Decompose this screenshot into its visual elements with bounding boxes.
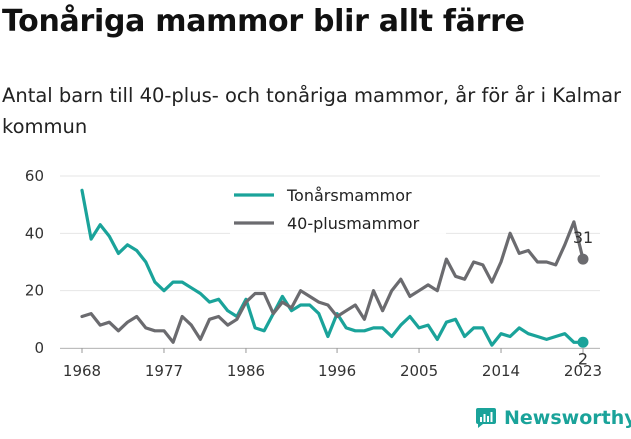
y-tick-label: 40 xyxy=(25,224,44,242)
y-tick-label: 60 xyxy=(25,167,44,185)
x-tick-label: 1977 xyxy=(145,362,183,380)
legend: Tonårsmammor 40-plusmammor xyxy=(230,184,446,234)
legend-label: Tonårsmammor xyxy=(286,186,412,205)
x-axis: 1968 1977 1986 1996 2005 2014 2023 xyxy=(60,348,602,380)
end-value-label: 2 xyxy=(578,349,588,368)
chart-title: Tonåriga mammor blir allt färre xyxy=(2,4,525,39)
series-line-40-plusmammor xyxy=(80,220,585,344)
newsworthy-icon xyxy=(476,408,496,428)
x-tick-label: 2023 xyxy=(564,362,602,380)
legend-background xyxy=(230,212,446,234)
newsworthy-logo: Newsworthy xyxy=(474,406,631,430)
brand-name: Newsworthy xyxy=(504,407,631,429)
y-tick-label: 0 xyxy=(34,339,44,357)
chart-subtitle: Antal barn till 40-plus- och tonåriga ma… xyxy=(2,84,622,138)
series-line-tonarsmammor xyxy=(80,188,585,347)
x-tick-label: 2005 xyxy=(400,362,438,380)
x-tick-label: 1996 xyxy=(318,362,356,380)
legend-background xyxy=(230,184,446,206)
end-point-marker xyxy=(577,336,589,348)
y-tick-label: 20 xyxy=(25,282,44,300)
x-tick-label: 1968 xyxy=(63,362,101,380)
legend-label: 40-plusmammor xyxy=(287,214,420,233)
x-tick-label: 2014 xyxy=(482,362,520,380)
y-axis: 0 20 40 60 xyxy=(25,167,44,357)
x-tick-label: 1986 xyxy=(227,362,265,380)
end-value-label: 31 xyxy=(573,228,593,247)
series-group: 2 31 xyxy=(80,188,593,368)
end-point-marker xyxy=(577,253,589,265)
